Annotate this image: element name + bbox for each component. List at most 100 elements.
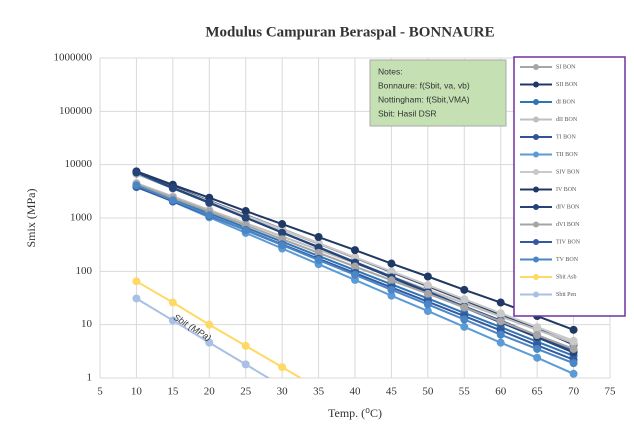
point (351, 246, 359, 255)
point (460, 303, 469, 312)
x-tick-label: 10 (131, 386, 143, 398)
y-tick-label: 100 (76, 265, 93, 277)
point (278, 228, 287, 237)
series-line (135, 280, 303, 378)
point (569, 369, 578, 378)
point (314, 256, 323, 265)
point (387, 285, 396, 294)
note-text: Nottingham: f(Sbit,VMA) (378, 94, 470, 104)
x-tick-label: 75 (605, 386, 617, 398)
point (314, 233, 323, 242)
legend-marker (533, 256, 539, 263)
point (569, 344, 578, 353)
legend-marker (533, 169, 539, 175)
point (241, 226, 250, 235)
legend-label: Sbit Pen (556, 292, 576, 298)
x-axis-label: Temp. (⁰C) (328, 406, 382, 420)
chart-title: Modulus Campuran Beraspal - BONNAURE (205, 24, 494, 40)
x-tick-label: 30 (277, 386, 289, 398)
point (387, 259, 396, 268)
legend-marker (533, 204, 539, 210)
legend-label: dI BON (556, 99, 576, 105)
legend-marker (533, 99, 539, 105)
legend-label: SIV BON (556, 169, 580, 175)
point (351, 262, 359, 271)
x-tick-label: 20 (204, 386, 216, 398)
point (533, 344, 542, 353)
point (205, 198, 214, 207)
legend-marker (533, 274, 539, 280)
point (423, 307, 432, 316)
point (278, 220, 287, 229)
point (168, 196, 177, 205)
legend-label: TV BON (556, 257, 579, 263)
legend-marker (533, 239, 539, 245)
point (351, 270, 359, 279)
point (132, 181, 141, 190)
x-tick-label: 60 (495, 386, 507, 398)
point (132, 277, 141, 286)
point (533, 323, 542, 332)
point (496, 309, 505, 318)
legend-marker (533, 186, 539, 193)
legend-label: IV BON (556, 187, 577, 193)
point (496, 317, 505, 326)
legend-label: TIV BON (556, 239, 581, 245)
point (496, 338, 505, 347)
point (168, 316, 177, 325)
note-text: Sbit: Hasil DSR (378, 108, 437, 118)
legend-label: SI BON (556, 64, 576, 70)
y-axis-label: Smix (MPa) (24, 188, 38, 247)
point (423, 289, 432, 298)
point (387, 291, 396, 300)
point (496, 298, 505, 307)
y-tick-label: 1000 (70, 212, 93, 224)
legend-label: dVI BON (556, 222, 580, 228)
legend-label: TII BON (556, 152, 578, 158)
point (168, 183, 177, 192)
y-tick-label: 10000 (65, 158, 93, 170)
legend-label: dII BON (556, 117, 578, 123)
legend-marker (533, 291, 539, 298)
legend-label: Sbit Asb (556, 274, 577, 280)
point (132, 294, 141, 303)
point (205, 338, 214, 347)
point (132, 168, 141, 177)
legend-label: TI BON (556, 134, 576, 140)
point (460, 285, 469, 294)
x-tick-label: 65 (532, 386, 544, 398)
x-tick-label: 15 (167, 386, 179, 398)
point (278, 241, 287, 250)
point (533, 353, 542, 362)
x-tick-label: 55 (459, 386, 471, 398)
legend-marker (533, 221, 539, 228)
point (460, 315, 469, 324)
point (569, 359, 578, 368)
point (278, 363, 287, 372)
point (387, 267, 396, 276)
note-text: Bonnaure: f(Sbit, va, vb) (378, 80, 470, 90)
legend-marker (533, 116, 539, 123)
y-tick-label: 1000000 (54, 52, 93, 64)
point (423, 281, 432, 290)
point (423, 300, 432, 309)
point (205, 320, 214, 329)
point (205, 211, 214, 220)
legend-box (513, 56, 626, 317)
point (314, 248, 323, 257)
notes-box (369, 59, 507, 127)
point (241, 341, 250, 350)
point (460, 295, 469, 304)
legend-marker (533, 151, 539, 158)
y-tick-label: 100000 (59, 105, 93, 117)
point (533, 331, 542, 340)
point (569, 325, 578, 334)
y-tick-label: 1 (87, 372, 93, 384)
x-tick-label: 5 (97, 386, 103, 398)
point (241, 360, 250, 369)
point (168, 298, 177, 307)
point (423, 272, 432, 281)
note-text: Notes: (378, 66, 403, 76)
x-tick-label: 50 (422, 386, 434, 398)
